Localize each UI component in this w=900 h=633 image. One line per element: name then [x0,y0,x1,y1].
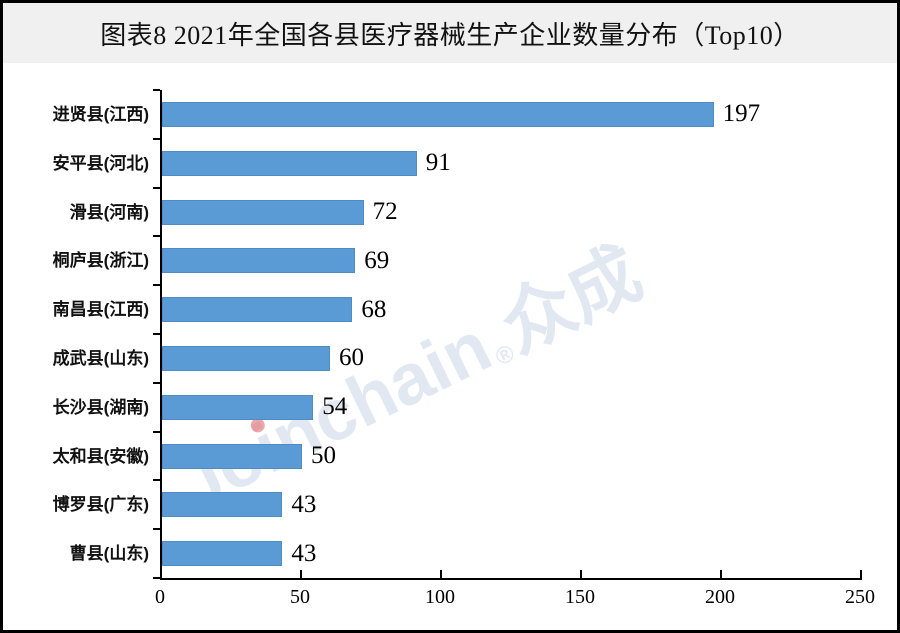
category-axis-labels: 进贤县(江西) 安平县(河北) 滑县(河南) 桐庐县(浙江) 南昌县(江西) 成武县(山东… [3,90,153,578]
bar [162,101,714,127]
bar [162,150,417,176]
bar [162,394,314,420]
category-label: 博罗县(广东) [52,495,149,515]
y-tick [153,430,160,433]
x-axis-labels: 0 50 100 150 200 250 [155,586,875,614]
y-tick [153,235,160,238]
x-tick-label: 100 [425,586,455,608]
x-tick [720,570,722,578]
plot-area: 197 91 72 69 68 60 54 50 43 43 [153,89,862,580]
x-tick-label: 50 [290,586,310,608]
x-tick [440,570,442,578]
category-label: 进贤县(江西) [52,104,149,124]
y-tick [153,381,160,384]
bar-value-label: 91 [425,149,451,177]
bar-value-label: 54 [322,393,348,421]
y-tick [153,284,160,287]
y-tick [153,333,160,335]
x-tick-label: 250 [845,586,875,608]
chart-title: 图表8 2021年全国各县医疗器械生产企业数量分布（Top10） [100,20,800,50]
bar-value-label: 72 [372,198,398,225]
bar [162,541,283,567]
bar-value-label: 43 [291,490,317,518]
bar [162,492,283,518]
y-tick [153,89,160,91]
x-tick-label: 0 [155,586,165,608]
bar-value-label: 60 [339,344,364,372]
bar [162,345,330,371]
y-tick [153,577,160,579]
y-tick [153,528,160,531]
category-label: 桐庐县(浙江) [52,251,149,271]
bar [162,297,353,323]
y-tick [153,186,160,189]
bar-value-label: 68 [361,295,387,323]
category-label: 太和县(安徽) [52,446,149,466]
bar-value-label: 50 [311,442,336,469]
bar [162,248,356,274]
category-label: 南昌县(江西) [52,300,149,320]
bar [162,443,302,469]
bar-value-label: 69 [364,246,390,274]
x-tick [860,570,862,578]
y-tick [153,479,160,482]
bar-value-label: 43 [291,539,317,567]
bar-chart: Joinchain®众成 进贤县(江西) 安平县(河北) 滑县(河南) 桐庐县(浙江)… [3,63,897,630]
x-tick [580,570,582,578]
title-bar: 图表8 2021年全国各县医疗器械生产企业数量分布（Top10） [3,3,897,63]
category-label: 滑县(河南) [69,202,149,222]
category-label: 长沙县(湖南) [52,397,149,417]
x-tick [300,570,302,578]
y-tick [153,137,160,140]
category-label: 曹县(山东) [69,544,149,564]
bar [162,199,364,225]
x-tick-label: 200 [705,586,735,608]
category-label: 成武县(山东) [52,348,149,368]
bar-value-label: 197 [722,100,761,128]
x-tick-label: 150 [565,586,595,608]
category-label: 安平县(河北) [52,153,149,173]
